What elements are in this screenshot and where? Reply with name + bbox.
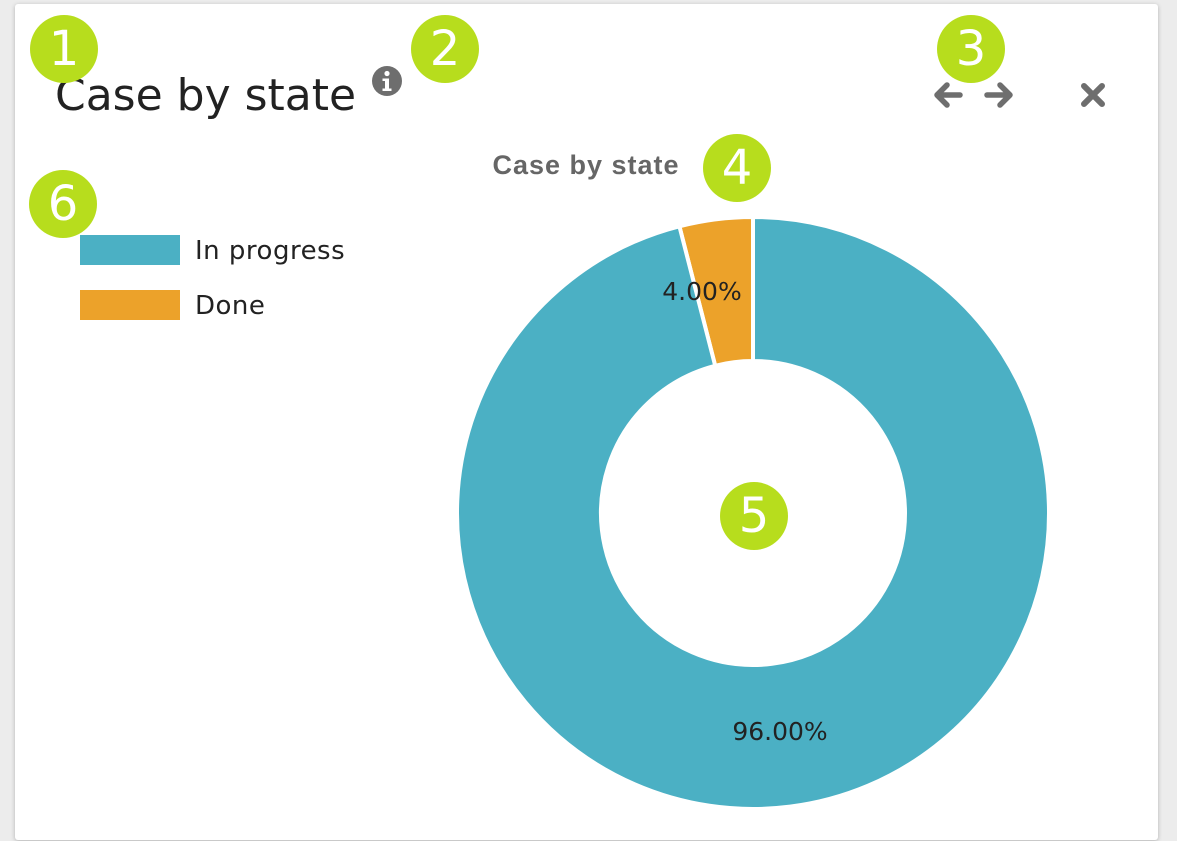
callout-badge-2: 2 (411, 15, 479, 83)
slice-label-done: 4.00% (662, 277, 741, 306)
donut-chart: Case by state 4.00% 96.00% (455, 150, 1051, 811)
legend-swatch-done (80, 290, 180, 320)
chart-title: Case by state (492, 150, 679, 180)
legend-label-in-progress: In progress (195, 236, 346, 266)
case-by-state-widget: Case by state In progress Done Case by s… (15, 4, 1158, 840)
callout-badge-4: 4 (703, 134, 771, 202)
callout-badge-5: 5 (720, 482, 788, 550)
close-icon[interactable] (1075, 77, 1111, 113)
info-icon[interactable] (371, 65, 403, 97)
arrow-right-icon[interactable] (981, 77, 1017, 113)
donut-slice-in-progress[interactable] (455, 214, 1051, 811)
callout-badge-1: 1 (30, 15, 98, 83)
legend-label-done: Done (195, 291, 266, 321)
widget-title: Case by state (55, 70, 357, 121)
legend-swatch-in-progress (80, 235, 180, 265)
slice-label-in-progress: 96.00% (732, 717, 827, 746)
callout-badge-6: 6 (29, 170, 97, 238)
callout-badge-3: 3 (937, 15, 1005, 83)
arrow-left-icon[interactable] (930, 77, 966, 113)
